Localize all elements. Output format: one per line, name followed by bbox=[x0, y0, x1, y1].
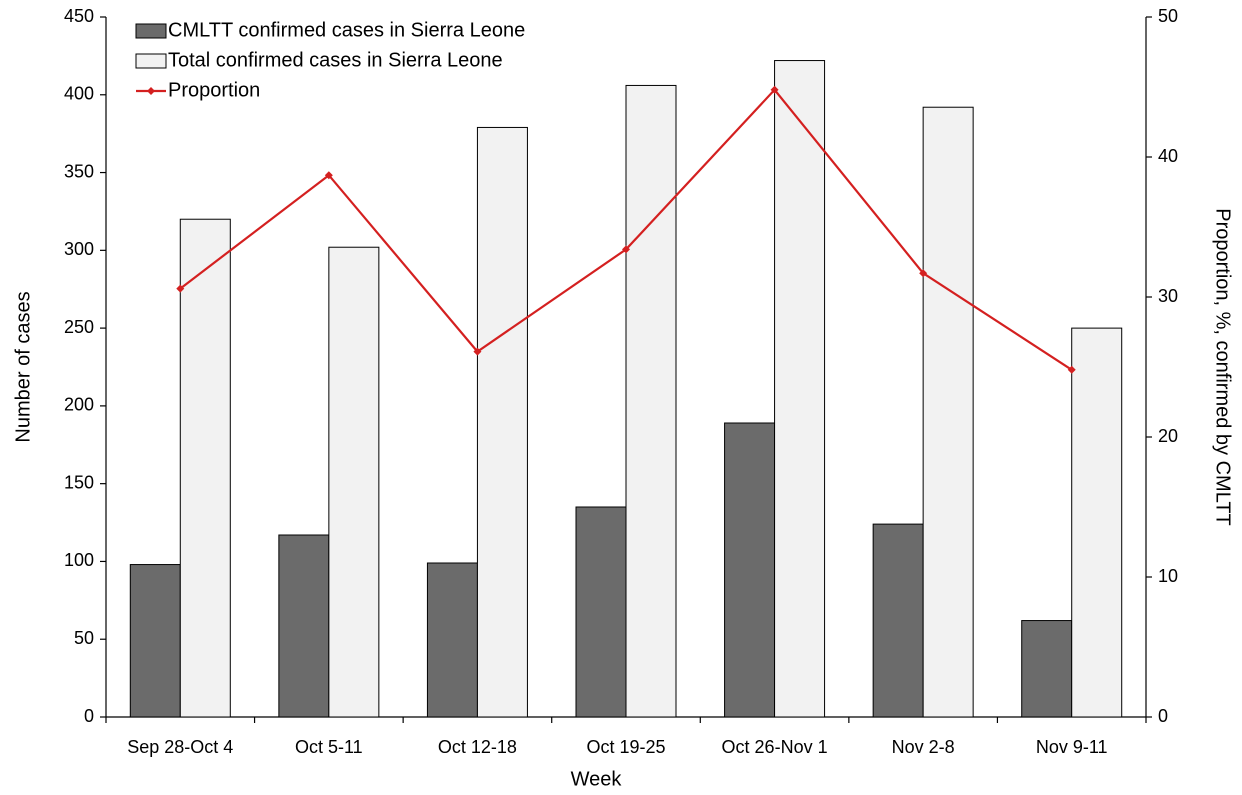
legend-swatch bbox=[135, 53, 167, 69]
legend-label: CMLTT confirmed cases in Sierra Leone bbox=[168, 19, 525, 41]
x-tick-label: Oct 12-18 bbox=[438, 737, 517, 757]
y-tick-label: 450 bbox=[64, 6, 94, 26]
x-tick-label: Nov 2-8 bbox=[892, 737, 955, 757]
y-axis-title: Number of cases bbox=[12, 291, 34, 442]
point bbox=[176, 284, 185, 293]
y-tick-label: 250 bbox=[64, 317, 94, 337]
bar bbox=[774, 60, 826, 718]
point bbox=[1067, 365, 1076, 374]
y-tick-label: 150 bbox=[64, 472, 94, 492]
bar bbox=[179, 218, 231, 718]
legend-marker bbox=[147, 87, 155, 95]
point bbox=[473, 347, 482, 356]
y2-tick-label: 0 bbox=[1158, 706, 1168, 726]
y-tick-label: 350 bbox=[64, 161, 94, 181]
point bbox=[324, 171, 333, 180]
bar bbox=[872, 523, 924, 718]
y2-axis-title: Proportion, %, confirmed by CMLTT bbox=[1212, 208, 1234, 526]
x-tick-label: Sep 28-Oct 4 bbox=[127, 737, 233, 757]
y2-tick-label: 40 bbox=[1158, 146, 1178, 166]
bar bbox=[1071, 327, 1123, 718]
bar bbox=[724, 422, 776, 718]
x-tick-label: Nov 9-11 bbox=[1036, 737, 1108, 757]
y-tick-label: 200 bbox=[64, 395, 94, 415]
bar bbox=[575, 506, 627, 718]
legend-swatch bbox=[135, 23, 167, 39]
x-tick-label: Oct 5-11 bbox=[295, 737, 363, 757]
legend-label: Proportion bbox=[168, 79, 260, 101]
bar bbox=[922, 106, 974, 718]
x-tick-label: Oct 19-25 bbox=[586, 737, 665, 757]
y2-tick-label: 20 bbox=[1158, 426, 1178, 446]
bar bbox=[476, 126, 528, 718]
y-tick-label: 400 bbox=[64, 84, 94, 104]
y-tick-label: 50 bbox=[74, 628, 94, 648]
y2-tick-label: 30 bbox=[1158, 286, 1178, 306]
bar bbox=[278, 534, 330, 718]
bar bbox=[328, 246, 380, 718]
y-tick-label: 300 bbox=[64, 239, 94, 259]
y-tick-label: 100 bbox=[64, 550, 94, 570]
bar bbox=[426, 562, 478, 718]
point bbox=[919, 269, 928, 278]
point bbox=[770, 85, 779, 94]
point bbox=[622, 245, 630, 254]
y2-tick-label: 10 bbox=[1158, 566, 1178, 586]
legend-label: Total confirmed cases in Sierra Leone bbox=[168, 49, 503, 71]
bar bbox=[625, 84, 677, 718]
y-tick-label: 0 bbox=[84, 706, 94, 726]
bar bbox=[1021, 620, 1073, 718]
bar bbox=[129, 564, 181, 718]
y2-tick-label: 50 bbox=[1158, 6, 1178, 26]
x-axis-title: Week bbox=[571, 768, 623, 790]
x-tick-label: Oct 26-Nov 1 bbox=[722, 737, 828, 757]
